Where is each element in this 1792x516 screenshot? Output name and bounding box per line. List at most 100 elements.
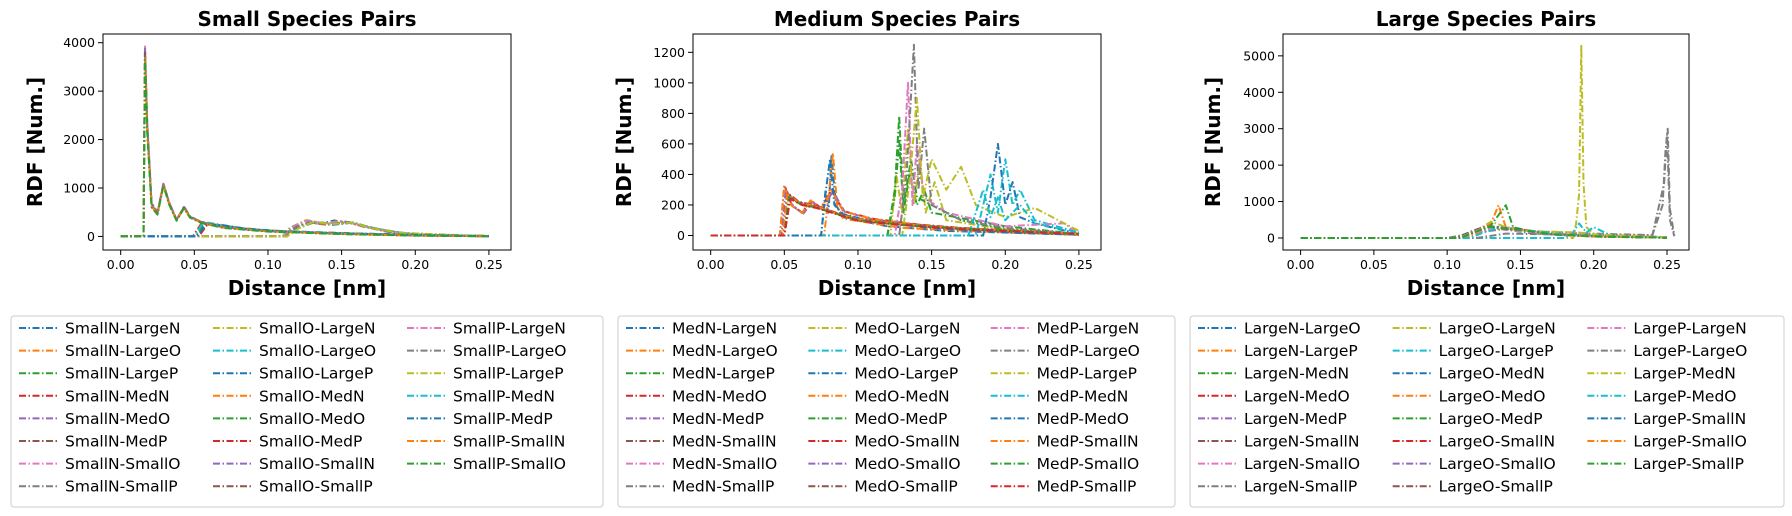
legend-label: SmallN-SmallO <box>65 455 181 473</box>
y-tick-label: 3000 <box>1243 121 1275 136</box>
y-tick-label: 0 <box>1267 230 1275 245</box>
series-line-medp-largep <box>710 97 1080 237</box>
legend-label: MedN-LargeN <box>672 320 777 338</box>
y-tick-label: 5000 <box>1243 48 1275 63</box>
y-tick-label: 800 <box>661 106 685 121</box>
series-line-medp-medo <box>710 158 1079 237</box>
legend-label: LargeN-MedP <box>1244 410 1347 428</box>
legend-label: SmallO-MedP <box>259 433 362 451</box>
series-line-medp-largeo <box>710 43 1079 237</box>
chart-title: Medium Species Pairs <box>774 7 1020 31</box>
panel-small-species: Small Species Pairs Distance [nm] RDF [N… <box>10 7 604 508</box>
legend-label: SmallP-LargeO <box>453 342 566 360</box>
legend: SmallN-LargeN SmallN-LargeO SmallN-LargeP S… <box>10 315 604 508</box>
y-tick-label: 0 <box>87 229 95 244</box>
legend-label: LargeN-LargeP <box>1244 342 1358 360</box>
series-line-smallo-medp <box>120 223 489 238</box>
legend-label: MedP-LargeP <box>1037 365 1137 383</box>
y-tick-label: 1000 <box>1243 194 1275 209</box>
x-axis-label: Distance [nm] <box>228 276 386 300</box>
y-axis-label: RDF [Num.] <box>23 77 47 207</box>
legend-label: MedO-LargeN <box>854 320 960 338</box>
legend-label: LargeN-SmallO <box>1244 455 1360 473</box>
legend-label: LargeN-MedN <box>1244 365 1349 383</box>
legend-label: SmallP-LargeP <box>453 365 564 383</box>
legend-box <box>1189 315 1785 508</box>
legend: MedN-LargeN MedN-LargeO MedN-LargeP MedN-Me… <box>617 315 1176 508</box>
x-tick-label: 0.20 <box>401 257 429 272</box>
y-tick-label: 1200 <box>653 45 685 60</box>
legend-label: SmallO-SmallN <box>259 455 375 473</box>
legend-box <box>617 315 1176 508</box>
legend-label: MedP-SmallO <box>1037 455 1140 473</box>
plot-frame <box>1282 33 1690 251</box>
legend-label: LargeP-LargeN <box>1633 320 1746 338</box>
plot-frame <box>102 33 512 251</box>
series-line-smallp-smallo <box>120 58 489 238</box>
legend-label: SmallO-MedO <box>259 410 365 428</box>
legend-label: LargeN-LargeO <box>1244 320 1361 338</box>
legend-label: MedO-SmallN <box>854 433 960 451</box>
x-tick-label: 0.15 <box>918 257 946 272</box>
legend-label: LargeN-SmallP <box>1244 478 1357 496</box>
legend-label: MedO-LargeP <box>854 365 958 383</box>
legend-label: SmallP-SmallN <box>453 433 565 451</box>
y-tick-label: 4000 <box>1243 85 1275 100</box>
legend-label: SmallO-SmallP <box>259 478 373 496</box>
x-axis-label: Distance [nm] <box>1407 276 1565 300</box>
x-tick-label: 0.00 <box>107 257 135 272</box>
legend-label: LargeO-MedN <box>1439 365 1545 383</box>
chart-title: Large Species Pairs <box>1376 7 1597 31</box>
legend-label: MedN-SmallO <box>672 455 777 473</box>
panel-large-species: Large Species Pairs Distance [nm] RDF [N… <box>1189 7 1785 508</box>
legend-label: LargeO-LargeP <box>1439 342 1554 360</box>
series-line-medo-medp <box>710 115 1079 237</box>
series-line-medo-largep <box>710 142 1080 237</box>
legend-label: SmallP-LargeN <box>453 320 566 338</box>
legend-label: MedP-MedO <box>1037 410 1129 428</box>
legend-label: MedO-LargeO <box>854 342 961 360</box>
y-tick-label: 1000 <box>63 181 95 196</box>
legend-label: SmallO-LargeP <box>259 365 373 383</box>
legend-label: SmallO-LargeN <box>259 320 375 338</box>
legend: LargeN-LargeO LargeN-LargeP LargeN-MedN Lar… <box>1189 315 1785 508</box>
x-tick-label: 0.10 <box>254 257 282 272</box>
series-line-smallp-largep <box>120 220 489 238</box>
legend-box <box>10 315 604 508</box>
legend-label: SmallP-MedN <box>453 387 555 405</box>
y-axis-label: RDF [Num.] <box>1201 77 1225 207</box>
series-line-largep-largeo <box>1300 127 1676 239</box>
legend-label: LargeN-MedO <box>1244 387 1350 405</box>
y-tick-label: 1000 <box>653 75 685 90</box>
legend-label: LargeP-MedN <box>1633 365 1736 383</box>
x-tick-label: 0.20 <box>991 257 1019 272</box>
legend-label: SmallN-MedO <box>65 410 170 428</box>
x-tick-label: 0.10 <box>1433 257 1461 272</box>
legend-label: SmallN-LargeN <box>65 320 180 338</box>
legend-label: LargeP-MedO <box>1633 387 1736 405</box>
legend-label: LargeO-SmallN <box>1439 433 1555 451</box>
legend-label: MedO-MedP <box>854 410 947 428</box>
plot-lines <box>1300 43 1676 239</box>
legend-label: SmallN-LargeO <box>65 342 181 360</box>
y-tick-label: 2000 <box>1243 158 1275 173</box>
series-line-smalln-largen <box>120 219 489 238</box>
legend-label: LargeO-SmallO <box>1439 455 1556 473</box>
y-tick-label: 0 <box>677 228 685 243</box>
x-tick-label: 0.05 <box>180 257 208 272</box>
y-tick-label: 2000 <box>63 132 95 147</box>
plot-frame <box>692 33 1102 251</box>
legend-label: LargeP-SmallN <box>1633 410 1746 428</box>
legend-label: MedN-SmallP <box>672 478 774 496</box>
legend-label: MedN-LargeO <box>672 342 778 360</box>
legend-label: SmallO-MedN <box>259 387 365 405</box>
x-tick-label: 0.00 <box>1287 257 1315 272</box>
legend-label: MedO-SmallO <box>854 455 960 473</box>
legend-label: LargeN-SmallN <box>1244 433 1359 451</box>
x-tick-label: 0.15 <box>328 257 356 272</box>
x-tick-label: 0.15 <box>1507 257 1535 272</box>
x-tick-label: 0.10 <box>844 257 872 272</box>
legend-label: MedP-SmallP <box>1037 478 1137 496</box>
legend-label: LargeO-LargeN <box>1439 320 1556 338</box>
legend-label: SmallN-SmallP <box>65 478 178 496</box>
